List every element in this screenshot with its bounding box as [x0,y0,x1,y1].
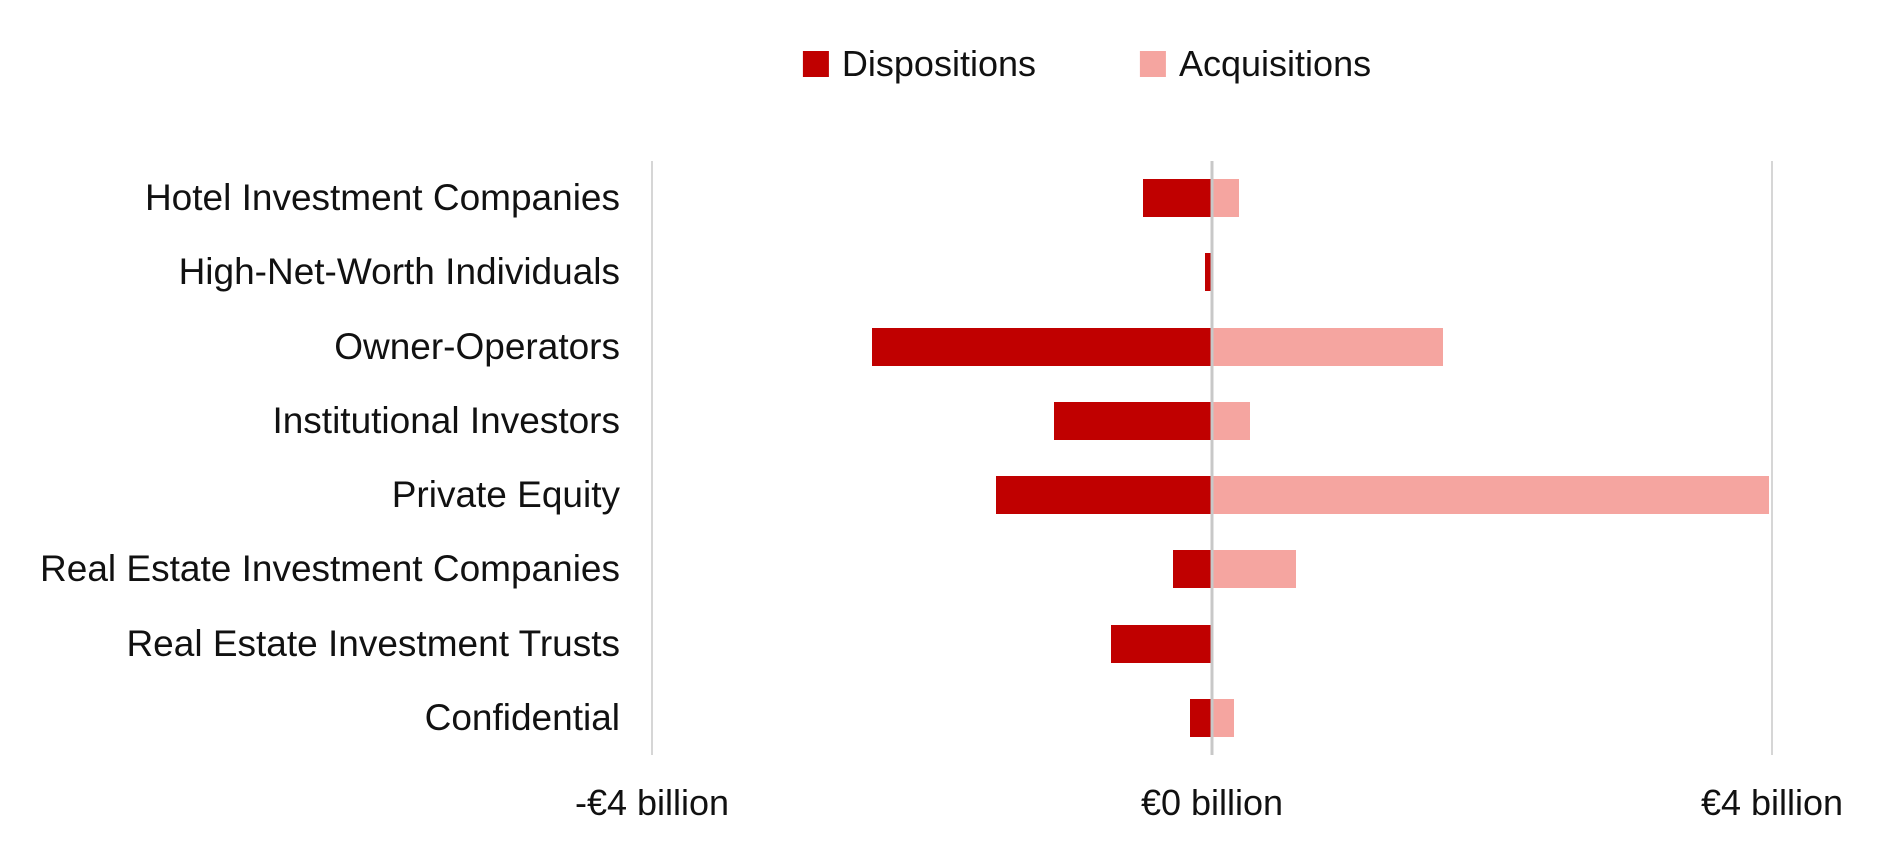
bar-band [652,235,1772,309]
dispositions-bar-7 [1111,624,1212,663]
category-label: Real Estate Investment Trusts [126,622,620,664]
bar-band [652,161,1772,235]
category-axis: Hotel Investment Companies High-Net-Worth… [0,161,620,755]
legend-label-dispositions: Dispositions [841,43,1036,84]
x-tick-label: €0 billion [1140,782,1284,823]
dispositions-bar-1 [1143,179,1212,218]
category-label: Institutional Investors [272,399,620,441]
acquisitions-bar-1 [1212,179,1239,218]
acquisitions-bar-6 [1212,550,1296,589]
bar-band [652,532,1772,606]
legend: Dispositions Acquisitions [802,43,1371,84]
acquisitions-bar-5 [1212,476,1770,515]
category-label: Hotel Investment Companies [144,177,620,219]
category-label: Confidential [424,696,620,738]
dispositions-bar-3 [871,327,1212,366]
dispositions-bar-8 [1189,698,1212,737]
gridline [651,161,653,755]
dispositions-bar-4 [1053,401,1212,440]
acquisitions-bar-4 [1212,401,1250,440]
gridline [1771,161,1773,755]
bar-band [652,384,1772,458]
dispositions-bar-2 [1205,253,1212,292]
dispositions-bar-6 [1172,550,1212,589]
x-axis: -€4 billion €0 billion €4 billion [575,782,1843,835]
plot-area [651,161,1773,755]
legend-item-dispositions: Dispositions [802,43,1036,84]
legend-label-acquisitions: Acquisitions [1179,43,1372,84]
acquisitions-bar-3 [1212,327,1443,366]
legend-item-acquisitions: Acquisitions [1140,46,1371,82]
zero-gridline [1210,161,1214,755]
category-label: Real Estate Investment Companies [40,548,620,590]
bar-band [652,607,1772,681]
bar-band [652,310,1772,384]
category-label: Private Equity [391,474,620,516]
category-label: Owner-Operators [334,325,620,367]
x-tick-label: €4 billion [1700,782,1844,823]
bar-band [652,681,1772,755]
acquisitions-swatch-icon [1140,51,1166,77]
dispositions-bar-5 [996,476,1212,515]
bar-band [652,458,1772,532]
acquisitions-bar-8 [1212,698,1235,737]
x-tick-label: -€4 billion [574,782,730,823]
category-label: High-Net-Worth Individuals [178,251,620,293]
dispositions-swatch-icon [802,51,829,77]
